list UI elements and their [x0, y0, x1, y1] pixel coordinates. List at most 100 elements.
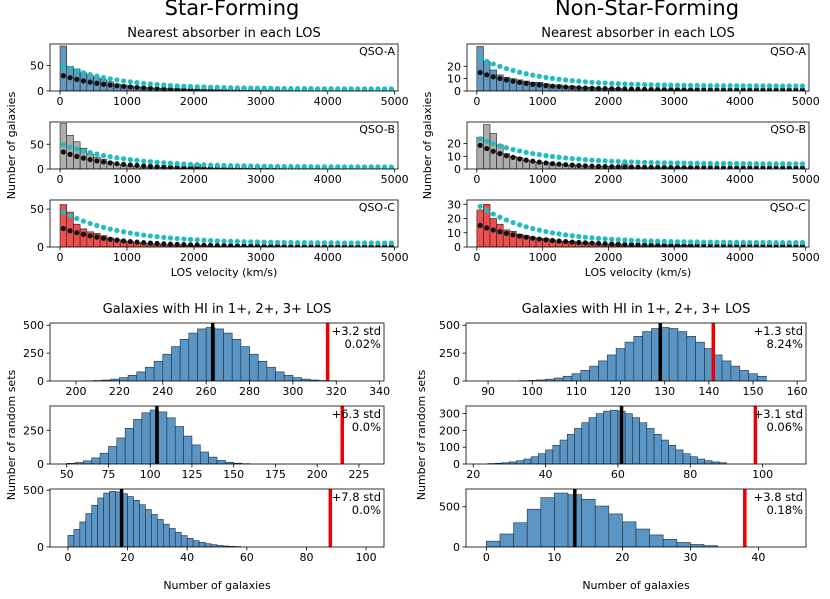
null-dot: [161, 234, 167, 240]
null-dot: [734, 239, 740, 245]
mean-dot: [234, 243, 240, 247]
null-dot: [760, 239, 766, 246]
null-dot: [510, 67, 516, 74]
null-dot: [74, 68, 80, 74]
null-dot: [335, 240, 341, 246]
sf_los-p0-xtick-label: 2000: [180, 95, 208, 108]
null-dot: [181, 83, 187, 89]
mean-dot: [141, 85, 147, 91]
plot-area: [518, 323, 767, 381]
sf_los-p1-xtick-label: 4000: [314, 173, 342, 186]
nsf_counts-p2-xtick-label: 40: [751, 551, 765, 564]
mean-dot: [167, 241, 174, 247]
mean-dot: [766, 165, 773, 169]
mean-dot: [154, 240, 160, 247]
mean-dot: [674, 164, 681, 169]
null-dot: [615, 158, 621, 165]
sf_los-p2-xtick-label: 3000: [247, 251, 275, 264]
null-dot: [87, 150, 93, 156]
null-dot: [241, 163, 247, 169]
null-dot: [582, 234, 588, 240]
sf_counts-p2-xtick-label: 80: [299, 551, 313, 564]
random-set-bar: [163, 523, 170, 547]
null-dot: [375, 240, 381, 246]
null-dot: [747, 83, 753, 89]
mean-dot: [523, 234, 529, 240]
null-dot: [799, 83, 806, 89]
null-dot: [295, 85, 301, 91]
random-set-bar: [499, 533, 514, 547]
random-set-bar: [668, 328, 679, 381]
sf_los-p1-xtick-label: 5000: [381, 173, 409, 186]
mean-dot: [121, 161, 127, 167]
sf_counts-p2-xtick-label: 20: [121, 551, 135, 564]
mean-dot: [655, 86, 661, 91]
nsf_los-p2-xtick-label: 0: [473, 251, 480, 264]
null-dot: [74, 215, 80, 222]
sf_los-p2-ytick-label: 0: [37, 241, 44, 254]
sf_los-p0-ytick-label: 0: [37, 85, 44, 98]
random-set-bar: [598, 360, 608, 381]
null-dot: [254, 163, 261, 169]
null-dot: [147, 233, 153, 239]
nsf_los-p1-xtick-label: 2000: [594, 173, 622, 186]
null-dot: [753, 161, 759, 167]
null-dot: [569, 155, 575, 162]
nsf_counts-p0-xtick-label: 110: [566, 385, 587, 398]
null-dot: [147, 159, 153, 165]
nsf_los-p0-xtick-label: 2000: [594, 95, 622, 108]
nsf_los-p0-xtick-label: 1000: [529, 95, 557, 108]
mean-dot: [615, 86, 621, 91]
random-set-bar: [216, 460, 226, 464]
null-dot: [341, 86, 348, 91]
random-set-bar: [668, 445, 677, 464]
random-set-bar: [158, 411, 168, 464]
null-dot: [321, 164, 327, 169]
random-set-bar: [183, 435, 193, 464]
null-dot: [87, 71, 93, 78]
null-dot: [174, 161, 180, 167]
null-dot: [87, 220, 93, 227]
random-set-bar: [642, 331, 652, 381]
null-dot: [261, 85, 267, 91]
mean-dot: [681, 86, 687, 91]
null-dot: [786, 239, 792, 246]
random-set-bar: [249, 353, 259, 381]
percent-label: 0.06%: [766, 420, 803, 434]
random-set-bar: [292, 377, 302, 381]
mean-dot: [147, 163, 153, 169]
sf_los-p0-xtick-label: 5000: [381, 95, 409, 108]
nsf_los-xlabel: LOS velocity (km/s): [585, 266, 691, 279]
null-dot: [503, 145, 510, 151]
mean-dot: [576, 162, 582, 169]
null-dot: [503, 217, 510, 223]
nsf_counts-p0-xtick-label: 120: [610, 385, 631, 398]
sf_los-p1-ytick-label: 0: [37, 163, 44, 176]
mean-dot: [87, 233, 93, 239]
random-set-bar: [200, 451, 209, 464]
sf_counts-p2-xtick-label: 100: [356, 551, 377, 564]
nsf_counts-p1-xtick-label: 100: [752, 468, 773, 481]
right-heading: Non-Star-Forming: [555, 0, 739, 20]
random-set-bar: [538, 453, 546, 464]
sf_counts-p1-ytick-label: 0: [37, 458, 44, 471]
null-dot: [328, 164, 334, 169]
nsf_los-p2-xtick-label: 3000: [660, 251, 688, 264]
sf_counts-p2-xtick-label: 60: [240, 551, 254, 564]
random-set-bar: [689, 456, 698, 464]
sf_counts-p0-xtick-label: 320: [326, 385, 347, 398]
sf_los-p1-xtick-label: 1000: [113, 173, 141, 186]
mean-dot: [563, 239, 569, 245]
plot-area: [476, 46, 806, 91]
nsf_los-p1-ytick-label: 0: [454, 163, 461, 176]
null-dot: [734, 160, 740, 167]
random-set-bar: [559, 439, 568, 464]
random-set-bar: [615, 348, 626, 381]
null-dot: [773, 161, 779, 167]
mean-dot: [530, 235, 536, 241]
null-dot: [747, 239, 753, 246]
null-dot: [208, 162, 214, 168]
nsf_los-ylabel: Number of galaxies: [421, 92, 434, 200]
mean-dot: [94, 234, 100, 240]
mean-dot: [497, 75, 503, 82]
